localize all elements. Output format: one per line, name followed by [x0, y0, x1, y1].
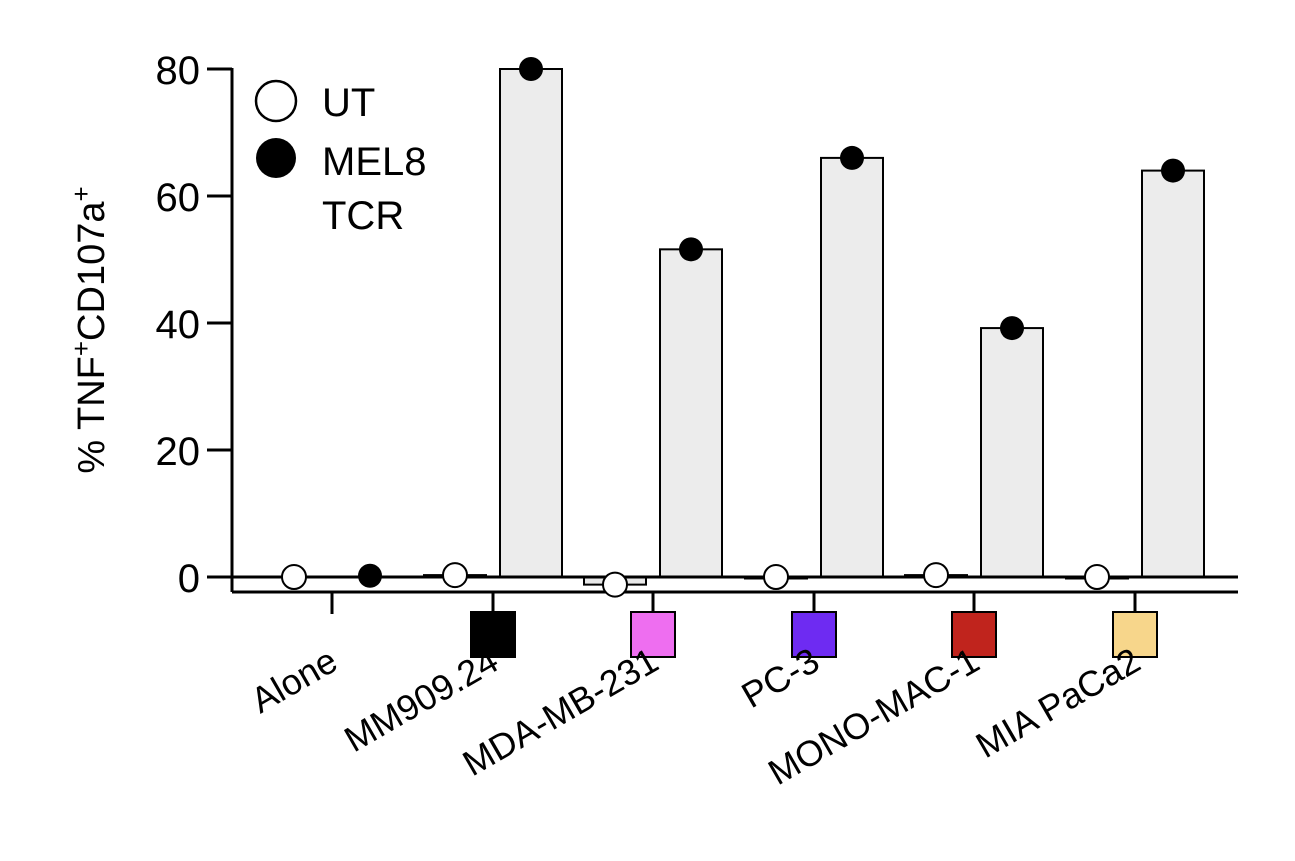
x-category-label: Alone [244, 639, 344, 721]
swatch-mono-mac-1 [951, 611, 997, 658]
point-mono-mac-1-ut [923, 562, 949, 589]
legend-marker-ut [254, 79, 298, 123]
y-tick-label: 40 [156, 303, 201, 347]
point-mda-mb-231-mel8-tcr [679, 237, 703, 262]
swatch-mda-mb-231 [630, 611, 676, 658]
data-points [281, 57, 1185, 598]
x-category-label: MIA PaCa2 [969, 639, 1147, 766]
legend-label-tcr: TCR [322, 194, 404, 238]
point-alone-ut [281, 564, 307, 590]
point-alone-mel8-tcr [358, 563, 382, 588]
y-tick-label: 80 [156, 49, 201, 93]
y-axis-label-superscript: + [66, 341, 96, 356]
point-pc-3-ut [763, 564, 789, 590]
bar-mda-mb-231-mel8-tcr [659, 248, 723, 578]
y-axis-label: % TNF+CD107a+ [66, 186, 113, 473]
bar-mm909-24-mel8-tcr [499, 68, 563, 578]
legend: UT MEL8 TCR [254, 79, 427, 238]
y-tick-label: 0 [178, 557, 200, 601]
swatch-mm909-24 [470, 611, 516, 658]
y-tick-label: 60 [156, 176, 201, 220]
bars [423, 68, 1205, 586]
swatch-pc-3 [791, 611, 837, 658]
legend-label-ut: UT [322, 81, 375, 125]
point-mda-mb-231-ut [602, 571, 628, 598]
point-mono-mac-1-mel8-tcr [1000, 316, 1024, 341]
point-mm909-24-mel8-tcr [519, 57, 543, 81]
y-axis-label-superscript: + [66, 186, 96, 201]
bar-mia-paca2-mel8-tcr [1141, 169, 1205, 578]
y-axis-ticks: 0 20 40 60 80 [156, 49, 232, 601]
swatch-mia-paca2 [1112, 611, 1158, 658]
bar-mono-mac-1-mel8-tcr [980, 327, 1044, 578]
legend-marker-mel8-tcr [256, 138, 296, 178]
y-tick-label: 20 [156, 430, 201, 474]
point-pc-3-mel8-tcr [840, 145, 864, 170]
y-axis-label-part: CD107a [71, 201, 113, 341]
bar-pc-3-mel8-tcr [820, 156, 884, 578]
y-axis-label-part: % TNF [71, 356, 113, 474]
legend-label-mel8: MEL8 [322, 140, 427, 184]
point-mia-paca2-ut [1084, 564, 1110, 590]
point-mm909-24-ut [442, 562, 468, 589]
point-mia-paca2-mel8-tcr [1161, 158, 1185, 183]
